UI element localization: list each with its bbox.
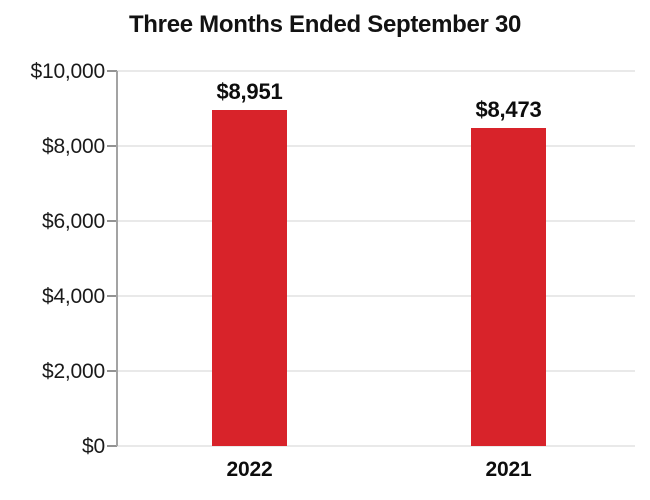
y-axis-label: $0 — [82, 435, 105, 458]
y-axis-label: $10,000 — [30, 60, 105, 83]
gridline-$8,000 — [117, 145, 635, 147]
x-axis-label-2021: 2021 — [485, 458, 532, 481]
y-axis-tick — [107, 220, 117, 222]
y-axis-tick — [107, 70, 117, 72]
chart-title: Three Months Ended September 30 — [128, 11, 522, 38]
bar-value-label-2021: $8,473 — [475, 97, 542, 123]
y-axis-tick — [107, 370, 117, 372]
y-axis-label: $2,000 — [41, 360, 105, 383]
y-axis-label: $8,000 — [41, 135, 105, 158]
gridline-$0 — [117, 445, 635, 447]
y-axis-tick — [107, 445, 117, 447]
y-axis-label: $4,000 — [41, 285, 105, 308]
gridline-$4,000 — [117, 295, 635, 297]
y-axis-label: $6,000 — [41, 210, 105, 233]
bar-2022 — [212, 110, 287, 446]
bar-value-label-2022: $8,951 — [216, 79, 283, 105]
x-axis-label-2022: 2022 — [226, 458, 273, 481]
gridline-$6,000 — [117, 220, 635, 222]
y-axis-line — [116, 71, 118, 446]
bar-2021 — [471, 128, 546, 446]
gridline-$2,000 — [117, 370, 635, 372]
y-axis-tick — [107, 145, 117, 147]
gridline-$10,000 — [117, 70, 635, 72]
y-axis-tick — [107, 295, 117, 297]
